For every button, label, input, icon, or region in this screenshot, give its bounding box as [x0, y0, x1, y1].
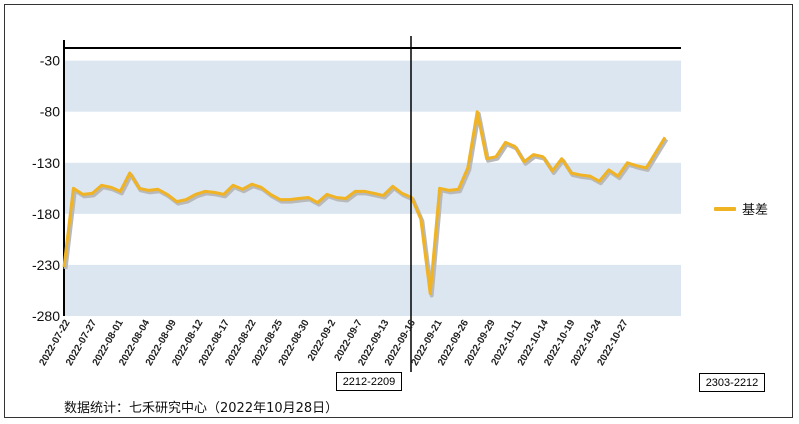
y-tick-label: -280: [32, 308, 60, 324]
y-tick-label: -230: [32, 257, 60, 273]
grid-band: [64, 60, 681, 112]
legend-label: 基差: [742, 203, 769, 218]
y-tick-label: -30: [40, 53, 60, 69]
series-line-basis: [62, 110, 667, 295]
y-tick-label: -180: [32, 206, 60, 222]
source-note: 数据统计：七禾研究中心（2022年10月28日）: [64, 401, 339, 416]
y-tick-label: -80: [40, 104, 60, 120]
legend: 基差: [714, 199, 768, 218]
legend-swatch: [714, 206, 736, 211]
contract-split-label: 2212-2209: [336, 372, 402, 391]
y-tick-label: -130: [32, 155, 60, 171]
grid-band: [64, 264, 681, 316]
grid-band: [64, 162, 681, 214]
next-contract-label: 2303-2212: [699, 373, 765, 392]
